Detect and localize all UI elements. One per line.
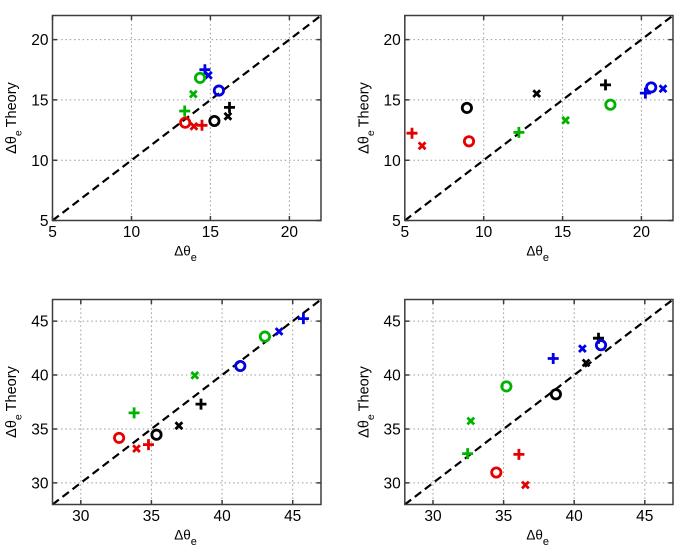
svg-text:5: 5 xyxy=(48,224,57,241)
svg-text:5: 5 xyxy=(392,213,401,230)
svg-text:10: 10 xyxy=(384,153,402,170)
svg-text:10: 10 xyxy=(31,153,49,170)
svg-text:10: 10 xyxy=(475,224,493,241)
svg-text:Δθe Theory: Δθe Theory xyxy=(356,81,377,153)
svg-text:40: 40 xyxy=(213,508,231,525)
svg-text:Δθe: Δθe xyxy=(526,527,549,548)
svg-text:35: 35 xyxy=(143,508,160,525)
svg-text:15: 15 xyxy=(554,224,571,241)
svg-text:5: 5 xyxy=(40,213,49,230)
svg-text:30: 30 xyxy=(384,476,402,493)
svg-text:35: 35 xyxy=(384,422,401,439)
svg-text:15: 15 xyxy=(31,93,48,110)
svg-text:30: 30 xyxy=(31,476,49,493)
svg-text:15: 15 xyxy=(202,224,219,241)
svg-text:Δθe Theory: Δθe Theory xyxy=(4,365,25,437)
svg-text:40: 40 xyxy=(384,368,402,385)
svg-text:35: 35 xyxy=(495,508,512,525)
svg-text:Δθe: Δθe xyxy=(174,243,197,263)
svg-text:Δθe Theory: Δθe Theory xyxy=(4,81,25,153)
svg-text:40: 40 xyxy=(31,368,49,385)
svg-text:30: 30 xyxy=(72,508,90,525)
svg-text:15: 15 xyxy=(384,93,401,110)
svg-text:35: 35 xyxy=(31,422,48,439)
svg-text:30: 30 xyxy=(424,508,442,525)
svg-text:40: 40 xyxy=(566,508,584,525)
svg-text:Δθe: Δθe xyxy=(174,527,197,548)
svg-text:Δθe: Δθe xyxy=(526,243,549,263)
svg-text:20: 20 xyxy=(633,224,651,241)
svg-text:20: 20 xyxy=(31,32,49,49)
svg-text:45: 45 xyxy=(384,314,401,331)
svg-text:10: 10 xyxy=(123,224,141,241)
svg-text:20: 20 xyxy=(384,32,402,49)
svg-text:Δθe Theory: Δθe Theory xyxy=(356,365,377,437)
svg-text:45: 45 xyxy=(636,508,653,525)
svg-text:5: 5 xyxy=(400,224,409,241)
svg-text:20: 20 xyxy=(281,224,299,241)
svg-text:45: 45 xyxy=(284,508,301,525)
svg-text:45: 45 xyxy=(31,314,48,331)
